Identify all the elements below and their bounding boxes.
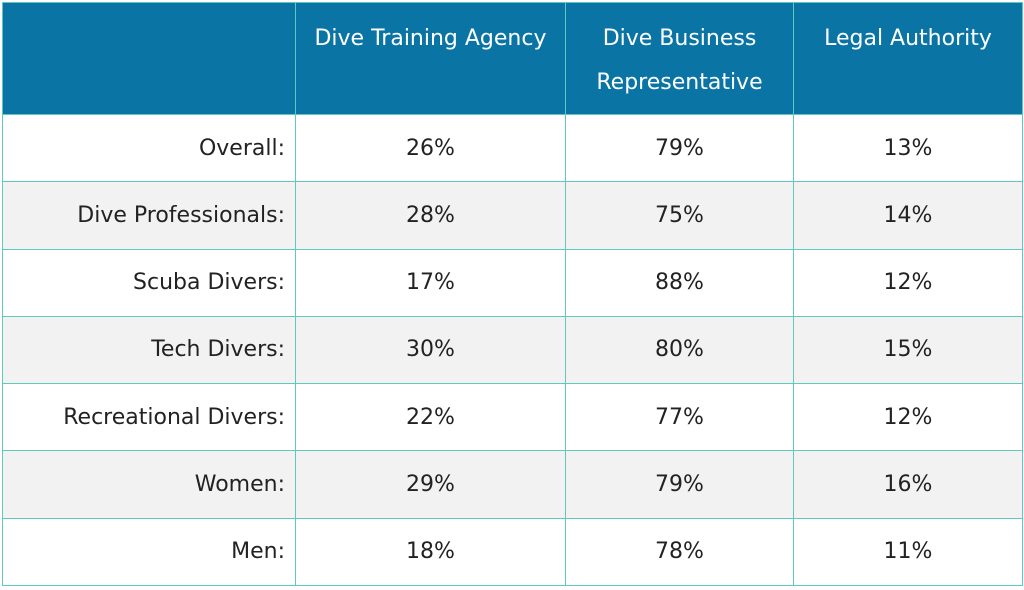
cell-dive-training-agency: 18% (295, 517, 566, 587)
header-legal-authority: Legal Authority (793, 2, 1023, 115)
header-line: Dive Training Agency (314, 26, 547, 51)
cell-dive-training-agency: 30% (295, 315, 566, 385)
header-row: Dive Training Agency Dive Business Repre… (2, 2, 1023, 115)
row-label: Women: (2, 450, 296, 519)
cell-legal-authority: 12% (793, 248, 1023, 317)
header-line: Representative (596, 70, 763, 95)
cell-dive-business-representative: 75% (565, 181, 794, 250)
cell-legal-authority: 15% (793, 315, 1023, 385)
cell-dive-business-representative: 78% (565, 517, 794, 587)
cell-dive-training-agency: 29% (295, 450, 566, 519)
cell-dive-business-representative: 79% (565, 113, 794, 183)
header-line: Legal Authority (824, 26, 992, 51)
cell-legal-authority: 16% (793, 450, 1023, 519)
header-line: Dive Business (602, 26, 757, 51)
table-row: Scuba Divers: 17% 88% 12% (2, 248, 1023, 317)
table-row: Dive Professionals: 28% 75% 14% (2, 181, 1023, 250)
cell-dive-training-agency: 22% (295, 383, 566, 452)
row-label: Tech Divers: (2, 315, 296, 385)
cell-dive-training-agency: 28% (295, 181, 566, 250)
header-empty-cell (2, 2, 296, 115)
row-label: Recreational Divers: (2, 383, 296, 452)
cell-dive-business-representative: 77% (565, 383, 794, 452)
table-row: Recreational Divers: 22% 77% 12% (2, 383, 1023, 452)
cell-dive-business-representative: 88% (565, 248, 794, 317)
cell-dive-business-representative: 79% (565, 450, 794, 519)
row-label: Overall: (2, 113, 296, 183)
row-label: Dive Professionals: (2, 181, 296, 250)
cell-dive-business-representative: 80% (565, 315, 794, 385)
cell-dive-training-agency: 26% (295, 113, 566, 183)
header-dive-business-representative: Dive Business Representative (565, 2, 794, 115)
table-row: Men: 18% 78% 11% (2, 517, 1023, 587)
table-row: Overall: 26% 79% 13% (2, 113, 1023, 183)
table-row: Women: 29% 79% 16% (2, 450, 1023, 519)
cell-legal-authority: 14% (793, 181, 1023, 250)
row-label: Men: (2, 517, 296, 587)
cell-legal-authority: 13% (793, 113, 1023, 183)
cell-legal-authority: 12% (793, 383, 1023, 452)
header-dive-training-agency: Dive Training Agency (295, 2, 566, 115)
cell-dive-training-agency: 17% (295, 248, 566, 317)
table-row: Tech Divers: 30% 80% 15% (2, 315, 1023, 385)
cell-legal-authority: 11% (793, 517, 1023, 587)
row-label: Scuba Divers: (2, 248, 296, 317)
